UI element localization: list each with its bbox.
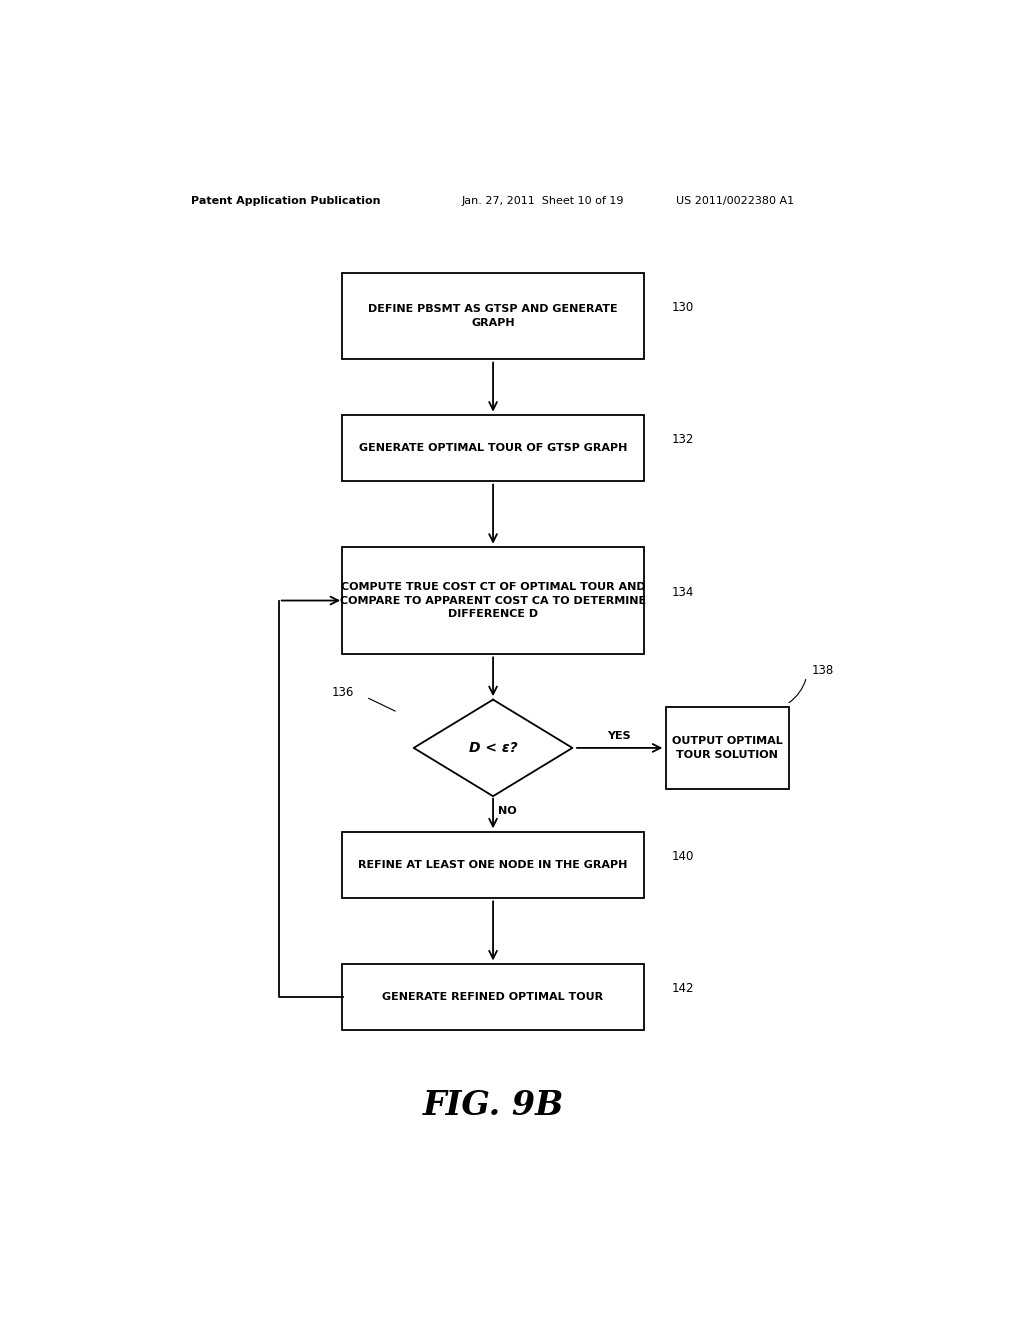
FancyBboxPatch shape bbox=[342, 414, 644, 480]
Text: DEFINE PBSMT AS GTSP AND GENERATE
GRAPH: DEFINE PBSMT AS GTSP AND GENERATE GRAPH bbox=[369, 305, 617, 327]
Text: US 2011/0022380 A1: US 2011/0022380 A1 bbox=[676, 197, 794, 206]
Text: 142: 142 bbox=[672, 982, 694, 995]
Text: 130: 130 bbox=[672, 301, 694, 314]
Text: YES: YES bbox=[606, 731, 630, 741]
Text: GENERATE OPTIMAL TOUR OF GTSP GRAPH: GENERATE OPTIMAL TOUR OF GTSP GRAPH bbox=[358, 444, 628, 453]
Text: 134: 134 bbox=[672, 586, 694, 599]
Text: OUTPUT OPTIMAL
TOUR SOLUTION: OUTPUT OPTIMAL TOUR SOLUTION bbox=[672, 737, 782, 759]
Text: 136: 136 bbox=[332, 685, 354, 698]
Text: 132: 132 bbox=[672, 433, 694, 446]
Text: 138: 138 bbox=[812, 664, 835, 677]
Polygon shape bbox=[414, 700, 572, 796]
Text: Jan. 27, 2011  Sheet 10 of 19: Jan. 27, 2011 Sheet 10 of 19 bbox=[461, 197, 624, 206]
Text: NO: NO bbox=[498, 807, 517, 816]
Text: 140: 140 bbox=[672, 850, 694, 863]
Text: REFINE AT LEAST ONE NODE IN THE GRAPH: REFINE AT LEAST ONE NODE IN THE GRAPH bbox=[358, 859, 628, 870]
Text: COMPUTE TRUE COST CT OF OPTIMAL TOUR AND
COMPARE TO APPARENT COST CA TO DETERMIN: COMPUTE TRUE COST CT OF OPTIMAL TOUR AND… bbox=[340, 582, 646, 619]
FancyBboxPatch shape bbox=[666, 708, 788, 788]
FancyBboxPatch shape bbox=[342, 273, 644, 359]
Text: Patent Application Publication: Patent Application Publication bbox=[191, 197, 381, 206]
Text: FIG. 9B: FIG. 9B bbox=[422, 1089, 564, 1122]
FancyBboxPatch shape bbox=[342, 548, 644, 653]
Text: D < ε?: D < ε? bbox=[469, 741, 517, 755]
Text: GENERATE REFINED OPTIMAL TOUR: GENERATE REFINED OPTIMAL TOUR bbox=[383, 991, 603, 1002]
FancyBboxPatch shape bbox=[342, 832, 644, 898]
FancyBboxPatch shape bbox=[342, 964, 644, 1030]
